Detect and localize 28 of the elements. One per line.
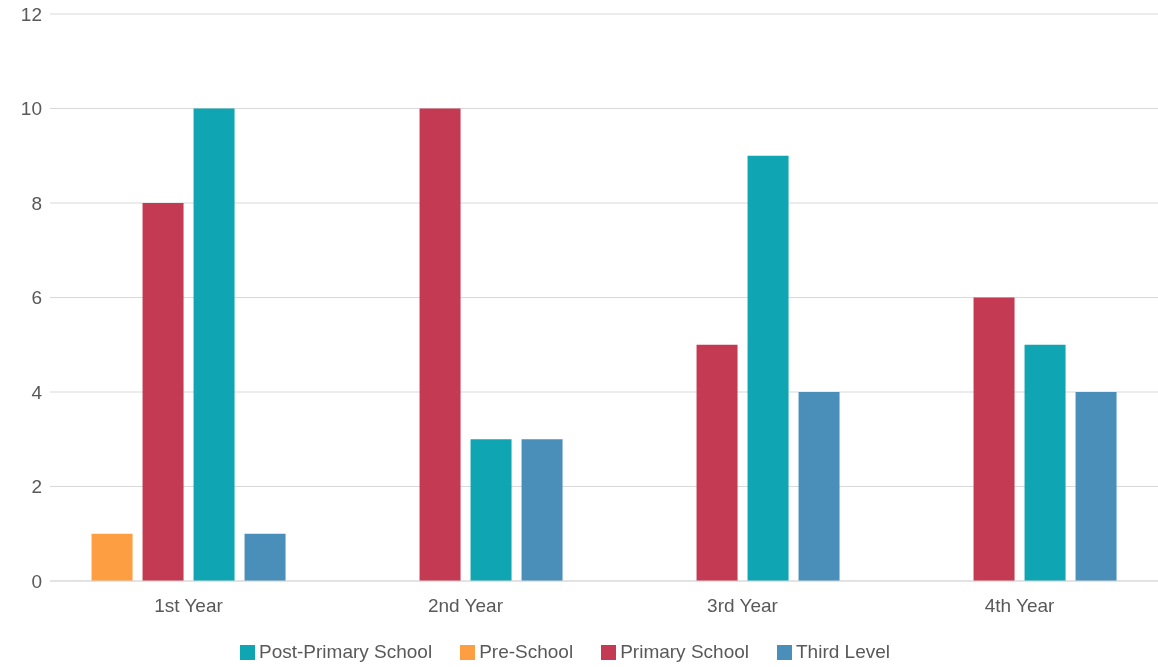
y-tick-label: 12 [20,3,42,25]
bar [419,108,461,581]
bar [1024,344,1066,581]
bar [798,392,840,581]
bar [470,439,512,581]
x-tick-label: 3rd Year [707,595,779,617]
bar [521,439,563,581]
x-tick-label: 2nd Year [427,595,504,617]
y-tick-label: 0 [31,570,42,592]
x-tick-label: 4th Year [984,595,1056,617]
y-tick-label: 6 [31,287,42,309]
legend-label: Pre-School [479,641,574,662]
bar [1075,392,1117,581]
x-tick-label: 1st Year [154,595,224,617]
bar [142,203,184,581]
bar [973,297,1015,581]
bar [244,533,286,581]
y-tick-label: 4 [31,381,43,403]
bar [193,108,235,581]
y-tick-label: 2 [31,476,42,498]
bar [696,344,738,581]
bar [91,533,133,581]
legend-label: Post-Primary School [259,641,433,662]
bar [747,155,789,581]
legend-label: Primary School [620,641,749,662]
legend-label: Third Level [796,641,890,662]
y-tick-label: 10 [20,98,42,120]
y-tick-label: 8 [31,192,42,214]
